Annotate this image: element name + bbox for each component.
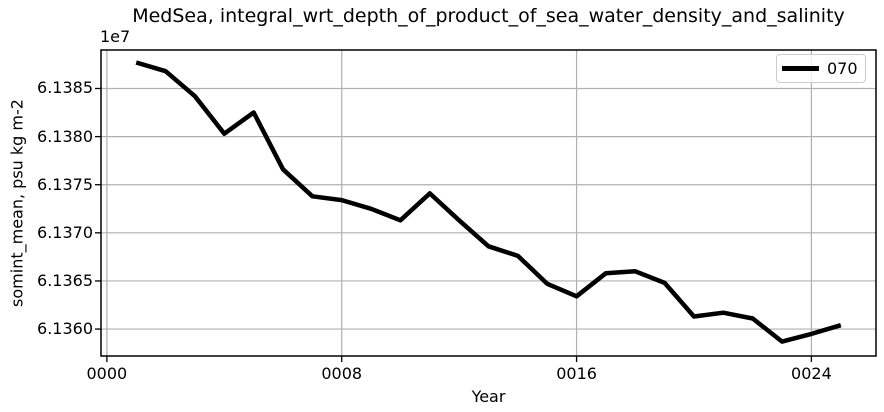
y-tick-label: 6.1370 <box>37 222 93 242</box>
x-tick-label: 0000 <box>86 364 128 383</box>
y-tick-label: 6.1365 <box>37 270 93 290</box>
x-tick-label: 0016 <box>556 364 597 383</box>
series-line-070 <box>135 60 842 344</box>
y-axis-label: somint_mean, psu kg m-2 <box>7 99 27 307</box>
axes-spines <box>100 49 877 357</box>
y-tick-label: 6.1385 <box>37 78 93 98</box>
legend-line-sample <box>782 66 819 71</box>
legend-label: 070 <box>827 59 858 78</box>
x-tick-label: 0024 <box>791 364 832 383</box>
chart-title: MedSea, integral_wrt_depth_of_product_of… <box>132 5 845 27</box>
x-axis-label: Year <box>471 387 506 406</box>
y-tick-label: 6.1360 <box>37 319 93 339</box>
y-tick-label: 6.1375 <box>37 174 93 194</box>
legend: 070 <box>776 54 866 83</box>
y-axis-offset-text: 1e7 <box>100 27 131 46</box>
x-tick-label: 0008 <box>321 364 363 383</box>
y-tick-label: 6.1380 <box>37 126 93 146</box>
